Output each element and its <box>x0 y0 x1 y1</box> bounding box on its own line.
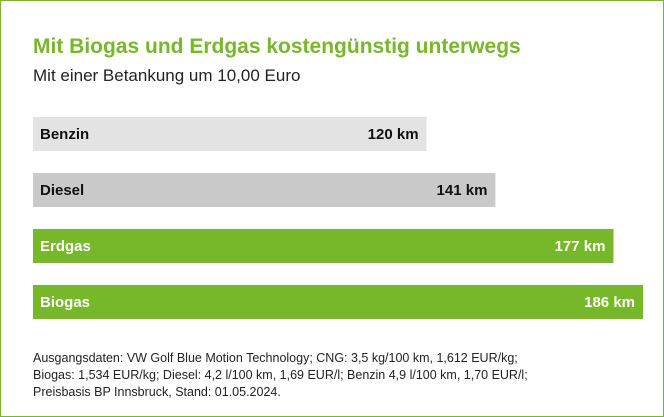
value-label: 141 km <box>437 182 488 199</box>
footnote: Preisbasis BP Innsbruck, Stand: 01.05.20… <box>33 385 281 399</box>
bar <box>33 117 427 151</box>
category-label: Erdgas <box>40 238 91 255</box>
category-label: Biogas <box>40 294 90 311</box>
footnote: Biogas: 1,534 EUR/kg; Diesel: 4,2 l/100 … <box>33 368 528 382</box>
category-label: Diesel <box>40 182 84 199</box>
value-label: 186 km <box>584 294 635 311</box>
category-label: Benzin <box>40 126 89 143</box>
value-label: 120 km <box>368 126 419 143</box>
bar <box>33 229 614 263</box>
footnote: Ausgangsdaten: VW Golf Blue Motion Techn… <box>33 351 518 365</box>
chart-title: Mit Biogas und Erdgas kostengünstig unte… <box>33 35 521 58</box>
bar <box>33 173 496 207</box>
value-label: 177 km <box>555 238 606 255</box>
bar <box>33 285 643 319</box>
chart-subtitle: Mit einer Betankung um 10,00 Euro <box>33 66 300 85</box>
